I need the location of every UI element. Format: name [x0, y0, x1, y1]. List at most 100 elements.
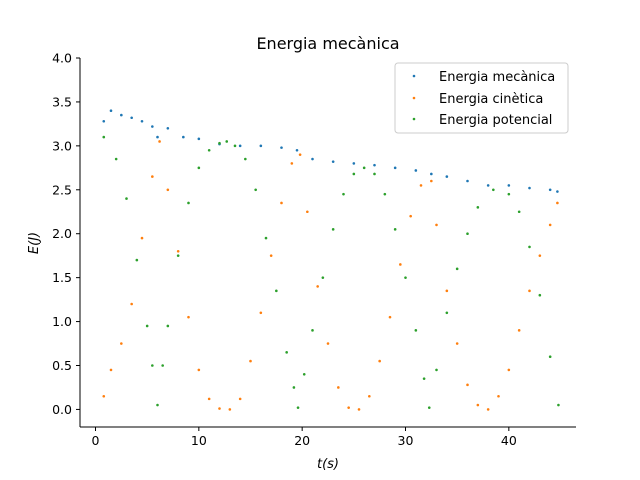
- data-point: [326, 342, 330, 345]
- data-point: [102, 119, 106, 123]
- x-tick-label: 10: [191, 433, 207, 448]
- data-point: [352, 172, 356, 176]
- data-point: [145, 324, 149, 328]
- data-point: [135, 258, 139, 262]
- data-point: [158, 140, 161, 143]
- data-point: [466, 232, 469, 236]
- y-tick-label: 2.5: [52, 182, 72, 197]
- data-point: [269, 254, 273, 257]
- data-point: [151, 364, 154, 367]
- data-point: [125, 197, 128, 200]
- x-tick-label: 0: [92, 433, 100, 448]
- data-point: [197, 137, 201, 141]
- data-point: [419, 184, 423, 187]
- data-point: [207, 148, 211, 152]
- y-tick-label: 3.0: [52, 138, 72, 153]
- data-point: [507, 192, 511, 196]
- data-point: [347, 406, 350, 409]
- y-axis-label: E(J): [27, 232, 42, 254]
- data-point: [383, 192, 387, 196]
- data-point: [528, 186, 531, 190]
- data-point: [218, 407, 221, 410]
- data-point: [352, 162, 356, 165]
- data-point: [166, 188, 170, 192]
- data-point: [321, 276, 325, 279]
- legend-marker-cinetica: [412, 96, 416, 100]
- data-point: [114, 157, 118, 161]
- data-point: [156, 135, 159, 139]
- data-point: [331, 228, 335, 231]
- data-point: [368, 394, 371, 398]
- data-point: [476, 403, 480, 407]
- data-point: [378, 359, 381, 363]
- data-point: [316, 285, 319, 288]
- y-tick-label: 1.0: [52, 314, 72, 329]
- data-point: [156, 403, 159, 407]
- data-point: [151, 125, 154, 128]
- x-ticks: 0 10 20 30 40: [92, 427, 517, 448]
- data-point: [556, 190, 559, 193]
- data-point: [311, 157, 314, 161]
- data-point: [373, 172, 376, 176]
- data-point: [373, 163, 376, 167]
- data-point: [275, 289, 278, 293]
- legend-label-potencial: Energia potencial: [439, 113, 552, 128]
- data-point: [166, 126, 170, 130]
- data-point: [166, 324, 170, 328]
- data-point: [445, 175, 449, 178]
- data-point: [311, 329, 314, 332]
- data-point: [430, 179, 433, 183]
- data-point: [430, 172, 433, 176]
- data-point: [302, 372, 306, 376]
- data-point: [404, 276, 407, 279]
- data-point: [528, 245, 531, 249]
- data-point: [492, 188, 495, 192]
- data-point: [548, 223, 552, 227]
- x-tick-label: 20: [294, 433, 310, 448]
- data-point: [517, 210, 521, 214]
- data-point: [140, 236, 144, 240]
- data-point: [427, 406, 431, 409]
- data-point: [538, 293, 542, 297]
- data-point: [225, 140, 229, 143]
- data-point: [306, 210, 309, 214]
- data-point: [187, 315, 190, 319]
- legend-label-cinetica: Energia cinètica: [439, 92, 543, 107]
- y-tick-label: 2.0: [52, 226, 72, 241]
- data-point: [422, 377, 426, 380]
- data-point: [176, 249, 180, 253]
- data-point: [393, 166, 397, 170]
- data-point: [151, 175, 154, 178]
- legend-marker-mecanica: [412, 74, 416, 78]
- legend: Energia mecànica Energia cinètica Energi…: [394, 62, 569, 134]
- data-point: [130, 116, 133, 120]
- data-point: [238, 144, 242, 148]
- y-tick-label: 0.0: [52, 402, 72, 417]
- data-point: [362, 166, 366, 170]
- data-point: [476, 206, 480, 209]
- data-point: [197, 368, 201, 372]
- data-point: [357, 408, 361, 411]
- data-point: [259, 311, 263, 315]
- data-point: [244, 157, 247, 161]
- data-point: [120, 342, 123, 345]
- data-point: [218, 141, 221, 145]
- series-0: [102, 109, 559, 193]
- data-point: [507, 368, 511, 372]
- data-point: [207, 397, 211, 401]
- data-point: [466, 383, 469, 387]
- data-point: [414, 329, 418, 332]
- data-point: [399, 263, 402, 266]
- series-1: [102, 140, 559, 411]
- plot-area: [102, 109, 560, 411]
- data-point: [182, 135, 185, 139]
- data-point: [342, 192, 345, 196]
- data-point: [445, 311, 449, 315]
- data-point: [102, 135, 106, 139]
- y-tick-label: 3.5: [52, 94, 72, 109]
- data-point: [109, 368, 113, 372]
- data-point: [507, 184, 511, 187]
- data-point: [197, 166, 201, 170]
- data-point: [228, 408, 232, 411]
- data-point: [280, 146, 283, 149]
